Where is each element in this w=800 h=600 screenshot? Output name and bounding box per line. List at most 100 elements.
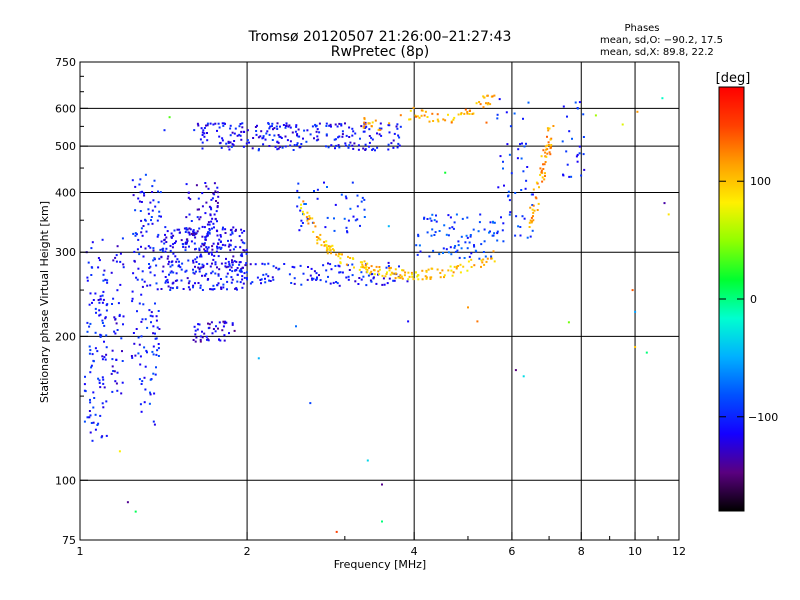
data-point — [136, 248, 139, 251]
data-point — [388, 267, 391, 269]
data-point — [176, 228, 179, 231]
data-point — [187, 191, 190, 194]
data-point — [262, 273, 265, 276]
data-point — [278, 135, 281, 138]
data-point — [331, 248, 334, 251]
data-point — [151, 209, 154, 212]
data-point — [135, 276, 138, 279]
data-point — [115, 254, 118, 257]
data-point — [135, 233, 138, 236]
data-point — [119, 252, 122, 255]
data-point — [257, 357, 260, 360]
data-point — [134, 354, 137, 357]
data-point — [483, 240, 486, 243]
data-point — [411, 275, 414, 278]
data-point — [207, 322, 209, 325]
data-point — [211, 197, 214, 200]
data-point — [378, 133, 381, 136]
data-point — [184, 270, 187, 273]
data-point — [335, 530, 338, 533]
data-point — [208, 228, 211, 230]
data-point — [218, 321, 221, 324]
data-point — [142, 255, 145, 258]
data-point — [116, 371, 119, 374]
data-point — [297, 128, 300, 131]
data-point — [300, 143, 303, 145]
data-point — [169, 289, 172, 291]
data-point — [228, 332, 230, 335]
data-point — [224, 262, 227, 265]
data-point — [211, 217, 214, 220]
data-point — [218, 238, 221, 241]
data-point — [168, 116, 171, 119]
data-point — [295, 125, 298, 128]
data-point — [167, 263, 170, 266]
data-point — [140, 320, 143, 323]
data-point — [201, 225, 204, 228]
data-point — [198, 263, 201, 265]
data-point — [517, 225, 520, 228]
data-point — [121, 350, 123, 353]
data-point — [194, 236, 197, 239]
data-point — [98, 259, 101, 262]
data-point — [140, 410, 143, 413]
data-point — [339, 253, 342, 256]
data-point — [444, 171, 447, 174]
data-point — [131, 300, 134, 303]
data-point — [180, 268, 183, 271]
data-point — [284, 126, 287, 129]
data-point — [99, 335, 102, 338]
data-point — [455, 265, 458, 268]
data-point — [368, 122, 371, 125]
data-point — [151, 315, 154, 318]
data-point — [339, 271, 342, 274]
data-point — [132, 272, 135, 275]
data-point — [234, 230, 237, 232]
data-point — [172, 252, 175, 255]
data-point — [486, 94, 489, 97]
data-point — [217, 327, 219, 330]
data-point — [437, 120, 440, 123]
data-point — [149, 391, 151, 394]
data-point — [369, 279, 372, 282]
data-point — [203, 243, 205, 246]
data-point — [416, 115, 419, 118]
data-point — [470, 258, 473, 261]
data-point — [89, 431, 92, 434]
data-point — [272, 265, 275, 268]
data-point — [158, 328, 161, 330]
data-point — [114, 380, 117, 383]
data-point — [158, 210, 161, 213]
data-point — [249, 282, 252, 285]
data-point — [204, 250, 207, 252]
data-point — [101, 435, 104, 438]
data-point — [306, 211, 309, 214]
phases-info-line1: mean, sd,O: −90.2, 17.5 — [600, 35, 723, 46]
data-point — [235, 228, 237, 231]
data-point — [326, 248, 329, 251]
data-point — [148, 402, 151, 405]
data-point — [399, 276, 402, 279]
data-point — [547, 141, 550, 144]
data-point — [289, 140, 292, 143]
data-point — [516, 157, 519, 160]
data-point — [140, 293, 143, 296]
data-point — [299, 209, 302, 212]
data-point — [357, 283, 360, 285]
data-point — [229, 268, 231, 271]
data-point — [428, 255, 431, 258]
data-point — [268, 145, 271, 147]
data-point — [396, 123, 399, 126]
data-point — [181, 262, 184, 265]
data-point — [362, 126, 365, 129]
data-point — [334, 147, 336, 150]
data-point — [167, 281, 169, 284]
data-point — [268, 127, 271, 130]
data-point — [361, 263, 364, 266]
data-point — [260, 278, 263, 281]
data-point — [286, 139, 289, 142]
data-point — [163, 129, 166, 132]
data-point — [99, 386, 102, 389]
data-point — [288, 124, 291, 127]
data-point — [258, 148, 260, 151]
